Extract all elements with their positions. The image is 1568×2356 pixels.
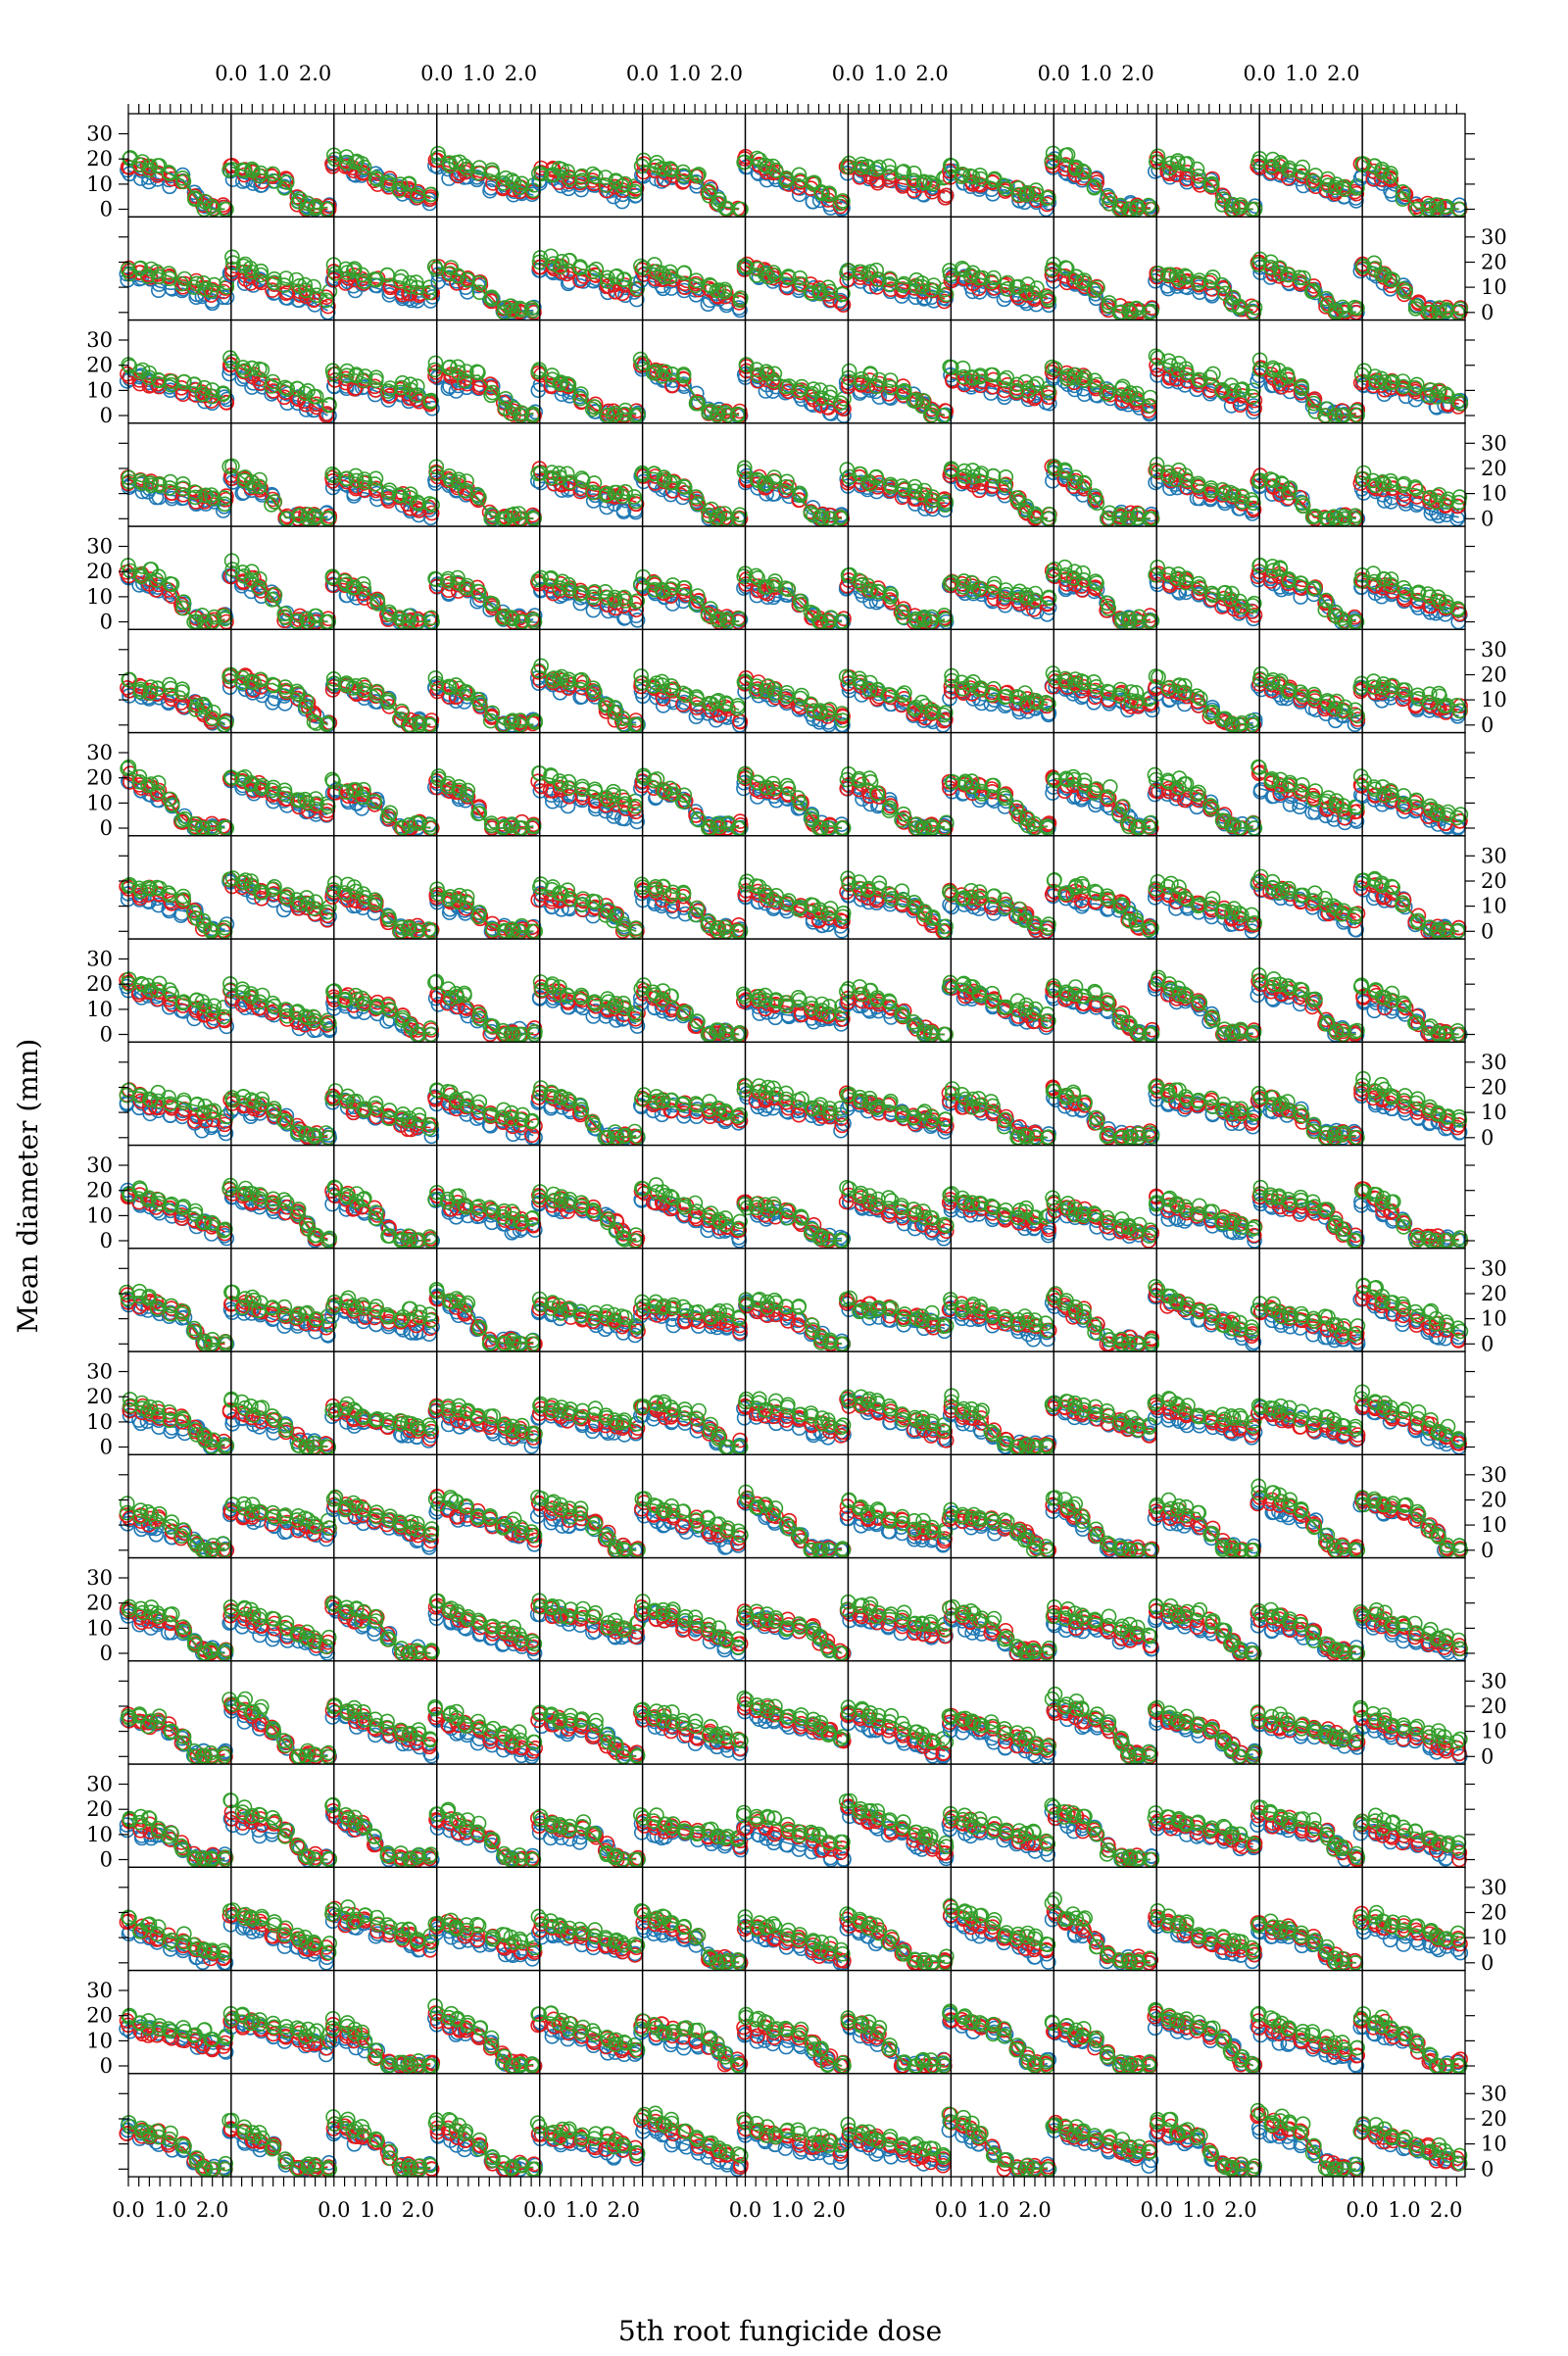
panel-1-3 — [428, 217, 541, 319]
panel-2-7 — [840, 320, 954, 423]
panel-3-11 — [1250, 423, 1364, 526]
panel-0-0 — [121, 114, 233, 217]
panel-frame — [746, 526, 849, 629]
panel-3-9 — [1045, 423, 1158, 526]
panel-5-0 — [121, 629, 233, 732]
panel-3-8 — [943, 423, 1056, 526]
panel-frame — [437, 114, 540, 217]
panel-3-6 — [737, 423, 849, 526]
panel-3-10 — [1149, 423, 1261, 526]
panel-3-3 — [428, 423, 541, 526]
series-2-panel-5-4 — [532, 659, 644, 731]
panel-0-6 — [737, 114, 850, 217]
series-2-panel-1-12 — [1356, 256, 1468, 319]
panel-2-0 — [121, 320, 234, 423]
panel-3-12 — [1353, 423, 1466, 526]
panel-5-1 — [222, 629, 336, 732]
panel-3-4 — [531, 423, 644, 526]
panel-4-8 — [943, 526, 1056, 629]
panel-5-8 — [943, 629, 1055, 732]
panel-0-12 — [1353, 114, 1466, 217]
panel-1-5 — [634, 217, 748, 319]
panel-1-1 — [223, 217, 337, 319]
panel-0-10 — [1149, 114, 1262, 217]
panel-2-11 — [1250, 320, 1364, 423]
panel-3-0 — [122, 423, 233, 526]
panel-1-6 — [737, 217, 850, 319]
panel-0-9 — [1045, 114, 1158, 217]
panel-frame — [1362, 320, 1465, 423]
panel-5-7 — [840, 629, 953, 732]
panel-3-2 — [325, 423, 439, 526]
panel-4-2 — [325, 526, 439, 629]
series-2-panel-1-2 — [327, 258, 437, 299]
panel-4-10 — [1149, 526, 1261, 629]
panel-2-3 — [428, 320, 542, 423]
panel-3-7 — [840, 423, 953, 526]
panel-3-5 — [634, 423, 747, 526]
panel-2-4 — [531, 320, 645, 423]
panel-1-4 — [532, 217, 644, 319]
panel-0-4 — [532, 114, 644, 217]
panel-2-10 — [1150, 320, 1262, 423]
panel-frame — [643, 217, 746, 319]
panel-1-0 — [120, 217, 233, 319]
panel-0-2 — [325, 114, 438, 217]
series-2-panel-3-8 — [945, 462, 1056, 525]
panel-2-5 — [634, 320, 748, 423]
series-0-panel-0-11 — [1253, 160, 1363, 208]
series-2-panel-2-11 — [1253, 353, 1365, 422]
panel-4-3 — [428, 526, 542, 629]
panel-2-12 — [1354, 320, 1468, 423]
panel-0-11 — [1250, 114, 1364, 217]
panel-3-1 — [222, 423, 336, 526]
panel-2-9 — [1046, 320, 1157, 423]
panel-4-4 — [531, 526, 645, 629]
series-2-panel-4-7 — [842, 568, 953, 629]
series-2-panel-0-1 — [222, 163, 333, 217]
panel-4-7 — [840, 526, 954, 629]
panel-0-5 — [635, 114, 748, 217]
panel-2-1 — [222, 320, 336, 423]
panel-4-9 — [1046, 526, 1159, 629]
series-2-panel-0-3 — [431, 147, 541, 198]
panel-5-5 — [634, 629, 747, 732]
panel-2-2 — [326, 320, 439, 423]
panel-1-9 — [1046, 217, 1159, 319]
panel-0-1 — [222, 114, 336, 217]
panel-1-11 — [1250, 217, 1364, 319]
panel-4-1 — [222, 526, 335, 629]
panel-1-2 — [326, 217, 440, 319]
panel-5-4 — [531, 629, 645, 732]
panel-4-5 — [634, 526, 748, 629]
panel-2-6 — [738, 320, 851, 423]
series-2-panel-0-2 — [327, 148, 438, 202]
panel-1-10 — [1149, 217, 1262, 319]
panel-4-12 — [1354, 526, 1467, 629]
panel-4-0 — [120, 526, 233, 629]
panel-1-12 — [1353, 217, 1467, 319]
panel-5-2 — [326, 629, 439, 732]
panel-5-6 — [737, 629, 850, 732]
panel-1-8 — [943, 217, 1055, 319]
panel-2-8 — [943, 320, 1056, 423]
panel-4-11 — [1250, 526, 1363, 629]
panel-frame — [540, 114, 643, 217]
series-2-panel-1-11 — [1251, 252, 1364, 319]
panel-0-3 — [428, 114, 541, 217]
panel-1-7 — [840, 217, 954, 319]
panels-layer — [120, 114, 1467, 2177]
panel-4-6 — [737, 526, 851, 629]
panel-0-8 — [943, 114, 1055, 217]
panel-0-7 — [840, 114, 954, 217]
panel-5-3 — [428, 629, 542, 732]
